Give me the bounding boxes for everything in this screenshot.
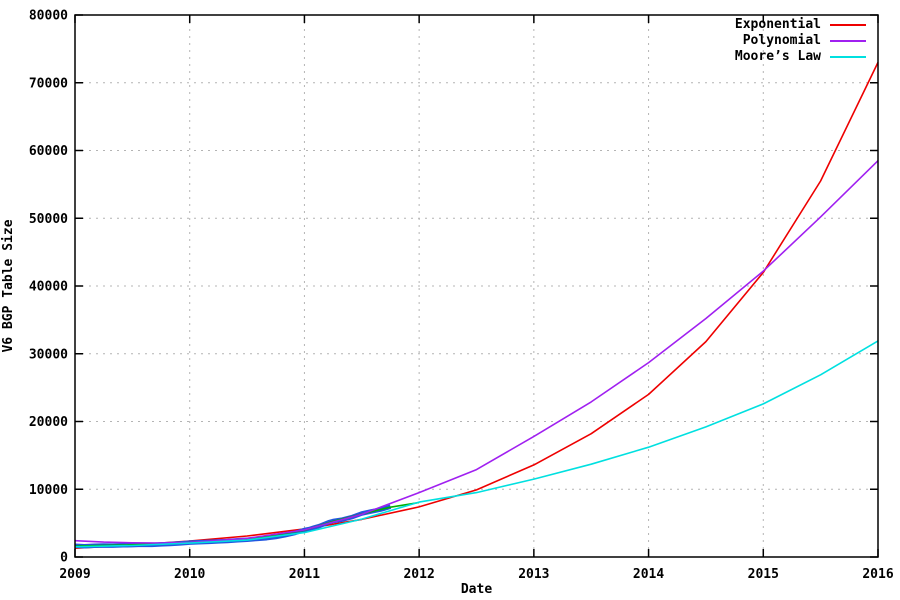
x-tick-label: 2012 <box>403 567 434 582</box>
legend-entry-exponential: Exponential <box>735 17 866 32</box>
legend-label-moores-law: Moore’s Law <box>734 49 821 64</box>
x-axis-title: Date <box>461 582 492 597</box>
y-tick-label: 70000 <box>29 76 68 91</box>
x-tick-label: 2009 <box>59 567 90 582</box>
y-axis-title: V6 BGP Table Size <box>1 219 16 352</box>
y-tick-label: 50000 <box>29 212 68 227</box>
y-tick-label: 80000 <box>29 9 68 24</box>
y-tick-label: 0 <box>60 551 68 566</box>
y-tick-label: 10000 <box>29 483 68 498</box>
x-tick-label: 2011 <box>289 567 320 582</box>
series-polynomial <box>74 160 879 544</box>
legend-entry-polynomial: Polynomial <box>735 33 866 48</box>
legend-line-sample-moores-law <box>830 55 866 58</box>
x-tick-label: 2013 <box>518 567 549 582</box>
x-tick-label: 2015 <box>748 567 779 582</box>
legend-entry-moores-law: Moore’s Law <box>735 49 866 64</box>
legend-line-sample-exponential <box>830 23 866 26</box>
legend: Exponential Polynomial Moore’s Law <box>735 17 866 64</box>
legend-label-exponential: Exponential <box>734 17 821 32</box>
y-tick-label: 30000 <box>29 347 68 362</box>
y-tick-label: 60000 <box>29 144 68 159</box>
series-moore-s-law <box>74 340 879 548</box>
x-tick-label: 2016 <box>862 567 893 582</box>
legend-line-sample-polynomial <box>830 39 866 42</box>
series-exponential <box>74 62 879 549</box>
x-tick-label: 2010 <box>174 567 205 582</box>
y-tick-label: 40000 <box>29 280 68 295</box>
legend-label-polynomial: Polynomial <box>742 33 821 48</box>
y-tick-label: 20000 <box>29 415 68 430</box>
x-tick-label: 2014 <box>633 567 664 582</box>
